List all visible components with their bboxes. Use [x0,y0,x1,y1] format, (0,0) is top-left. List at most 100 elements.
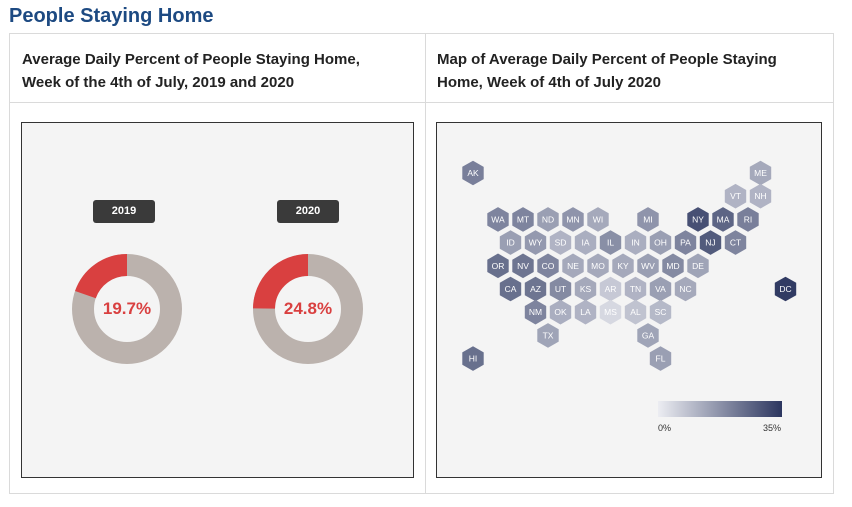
value-label-2019: 19.7% [102,299,152,318]
hex-label-nj: NJ [705,238,715,248]
hex-ok[interactable] [549,299,572,325]
hex-va[interactable] [649,276,672,302]
hex-ma[interactable] [712,207,734,232]
hex-wv[interactable] [637,253,659,279]
hex-ca[interactable] [499,276,522,302]
panel-divider [425,34,426,493]
hex-label-il: IL [607,238,614,248]
hex-id[interactable] [499,230,522,255]
hex-label-ri: RI [744,214,753,224]
hex-label-ny: NY [692,214,704,224]
hex-label-mt: MT [517,214,529,224]
hex-tn[interactable] [624,276,647,302]
hex-mt[interactable] [512,207,534,232]
hex-label-ia: IA [581,238,589,248]
hex-label-dc: DC [779,284,791,294]
year-badge-2020: 2020 [277,200,339,223]
hex-label-nv: NV [517,261,529,271]
hex-label-sd: SD [555,238,567,248]
hex-wa[interactable] [487,207,509,232]
hex-label-hi: HI [469,354,478,364]
hex-az[interactable] [524,276,547,302]
hex-ny[interactable] [687,207,709,232]
hex-dc[interactable] [774,276,797,302]
hex-label-wi: WI [593,214,603,224]
hex-me[interactable] [749,160,772,186]
hex-label-nh: NH [754,191,766,201]
hex-la[interactable] [574,299,597,325]
hex-label-mo: MO [591,261,605,271]
hex-label-vt: VT [730,191,741,201]
hex-il[interactable] [599,230,622,255]
hex-co[interactable] [537,253,559,279]
hex-wi[interactable] [587,207,609,232]
hex-nm[interactable] [524,299,547,325]
hex-nj[interactable] [699,230,722,255]
hex-wy[interactable] [524,230,547,255]
hex-sd[interactable] [549,230,572,255]
hex-label-wa: WA [491,214,505,224]
hex-label-nc: NC [679,284,691,294]
hex-label-ca: CA [505,284,517,294]
hex-ne[interactable] [562,253,584,279]
hex-tx[interactable] [537,323,559,348]
hex-label-wy: WY [529,238,543,248]
hex-ak[interactable] [462,160,484,186]
hex-label-ct: CT [730,238,741,248]
hex-label-mn: MN [566,214,579,224]
hex-or[interactable] [487,253,509,279]
legend-max-label: 35% [763,423,782,433]
hex-in[interactable] [624,230,647,255]
hex-label-ga: GA [642,330,655,340]
hex-ut[interactable] [549,276,572,302]
hex-label-ma: MA [717,214,730,224]
hex-ia[interactable] [574,230,597,255]
hex-nd[interactable] [537,207,559,232]
hex-label-ky: KY [617,261,629,271]
hex-mn[interactable] [562,207,584,232]
hex-de[interactable] [687,253,709,279]
hex-ct[interactable] [724,230,747,255]
hex-label-az: AZ [530,284,541,294]
hex-label-ks: KS [580,284,592,294]
hex-fl[interactable] [649,346,672,371]
donut-2020-slice [253,254,309,310]
donut-2019 [72,254,182,364]
hex-label-va: VA [655,284,666,294]
year-badge-2019: 2019 [93,200,155,223]
hex-label-fl: FL [656,354,666,364]
hex-nv[interactable] [512,253,534,279]
hex-nh[interactable] [749,183,772,209]
hex-pa[interactable] [674,230,697,255]
page-title: People Staying Home [9,5,214,27]
hex-ks[interactable] [574,276,597,302]
donut-2020 [253,254,363,364]
hex-md[interactable] [662,253,684,279]
donut-panel-title: Average Daily Percent of People Staying … [22,51,360,91]
hex-label-sc: SC [655,307,667,317]
hex-ms[interactable] [599,299,622,325]
hex-label-ut: UT [555,284,566,294]
value-label-2020: 24.8% [283,299,333,318]
hex-label-nm: NM [529,307,542,317]
hex-oh[interactable] [649,230,672,255]
hex-label-pa: PA [680,238,691,248]
hex-label-al: AL [630,307,641,317]
hex-ri[interactable] [737,207,759,232]
map-panel-title: Map of Average Daily Percent of People S… [437,51,777,91]
hex-mi[interactable] [637,207,659,232]
hex-label-nd: ND [542,214,554,224]
hex-label-de: DE [692,261,704,271]
hex-ga[interactable] [637,323,659,348]
hex-nc[interactable] [674,276,697,302]
hex-vt[interactable] [724,183,747,209]
hex-mo[interactable] [587,253,609,279]
hex-al[interactable] [624,299,647,325]
hex-ar[interactable] [599,276,622,302]
hex-sc[interactable] [649,299,672,325]
hex-label-ms: MS [604,307,617,317]
hex-ky[interactable] [612,253,634,279]
hex-hi[interactable] [462,346,484,371]
hex-label-oh: OH [654,238,667,248]
hex-label-co: CO [542,261,555,271]
